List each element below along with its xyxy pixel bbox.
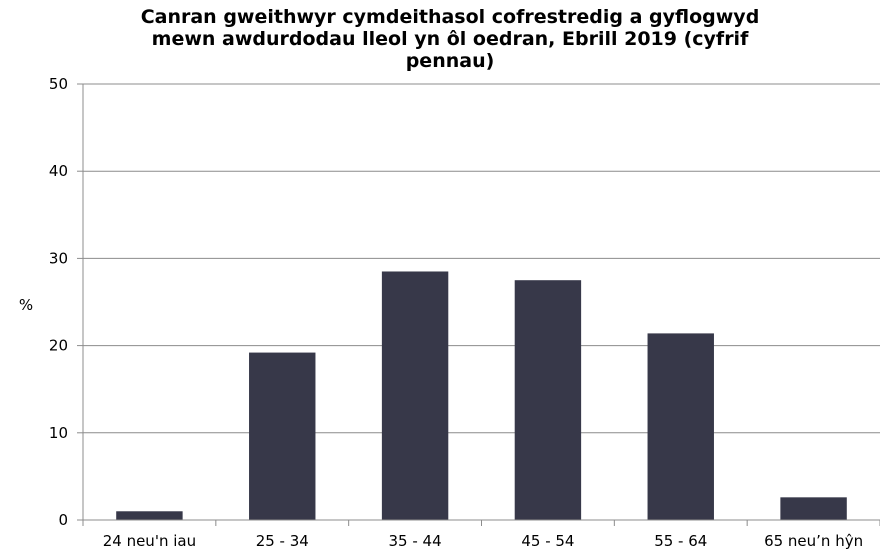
axes (82, 84, 880, 521)
bar (249, 352, 316, 520)
y-tick-label: 10 (49, 424, 68, 442)
bar (514, 280, 582, 520)
x-tick-label: 45 - 54 (521, 532, 574, 550)
x-axis-ticks: 24 neu'n iau 25 - 34 35 - 44 45 - 54 55 - 64… (82, 520, 880, 550)
x-tick-label: 35 - 44 (389, 532, 442, 550)
bar (647, 333, 714, 520)
chart-title-line-2: mewn awdurdodau lleol yn ôl oedran, Ebri… (151, 28, 749, 50)
x-tick-label: 25 - 34 (256, 532, 309, 550)
y-tick-label: 40 (49, 162, 68, 180)
y-axis-ticks: 0 10 20 30 40 50 (49, 75, 83, 529)
x-tick-label: 65 neu’n hŷn (764, 532, 863, 550)
chart-title: Canran gweithwyr cymdeithasol cofrestred… (0, 6, 880, 72)
y-axis-label: % (19, 296, 33, 314)
bar (780, 497, 847, 520)
chart-title-line-3: pennau) (405, 50, 495, 72)
x-tick-label: 55 - 64 (654, 532, 707, 550)
y-tick-label: 20 (49, 337, 68, 355)
y-tick-label: 30 (49, 249, 68, 267)
y-tick-label: 50 (49, 75, 68, 93)
y-tick-label: 0 (58, 511, 68, 529)
bars (116, 271, 847, 520)
gridlines (83, 83, 880, 434)
x-tick-label: 24 neu'n iau (103, 532, 196, 550)
bar (116, 511, 183, 520)
chart-title-line-1: Canran gweithwyr cymdeithasol cofrestred… (140, 6, 760, 28)
bar (381, 271, 449, 520)
